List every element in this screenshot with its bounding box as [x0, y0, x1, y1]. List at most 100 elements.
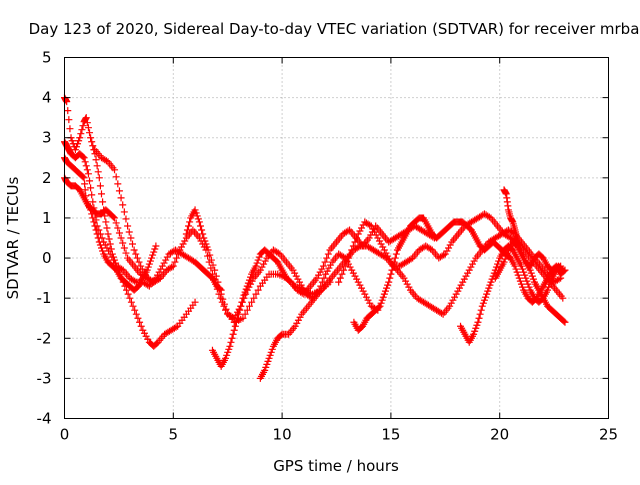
data-point: [381, 287, 389, 295]
data-point: [296, 313, 304, 321]
data-point: [96, 241, 104, 249]
data-point: [547, 277, 555, 285]
y-tick-label: -3: [37, 369, 52, 387]
data-point: [83, 119, 91, 127]
data-point: [522, 274, 530, 282]
data-point: [325, 264, 333, 272]
data-point: [296, 278, 304, 286]
data-point: [501, 255, 509, 263]
data-point: [341, 262, 349, 270]
data-point: [474, 318, 482, 326]
data-point: [93, 162, 101, 170]
data-point: [81, 186, 89, 194]
data-point: [232, 318, 240, 326]
data-point: [99, 198, 107, 206]
data-point: [511, 262, 519, 270]
data-point: [87, 206, 95, 214]
data-point: [102, 157, 110, 165]
data-point: [92, 156, 100, 164]
data-point: [152, 242, 160, 250]
data-point: [169, 262, 177, 270]
data-point: [487, 278, 495, 286]
data-point: [140, 268, 148, 276]
data-point: [230, 326, 238, 334]
data-point: [324, 250, 332, 258]
data-point: [105, 235, 113, 243]
data-point: [294, 316, 302, 324]
data-point: [486, 281, 494, 289]
data-point: [353, 234, 361, 242]
data-point: [240, 291, 248, 299]
data-point: [256, 266, 264, 274]
data-point: [125, 228, 133, 236]
data-point: [115, 187, 123, 195]
data-point: [523, 277, 531, 285]
data-point: [247, 273, 255, 281]
series-track-4: [61, 154, 160, 294]
data-point: [440, 251, 448, 259]
data-point: [109, 213, 117, 221]
data-point: [517, 262, 525, 270]
data-point: [561, 318, 569, 326]
data-point: [173, 254, 181, 262]
data-point: [144, 335, 152, 343]
data-point: [80, 174, 88, 182]
data-point: [124, 290, 132, 298]
data-point: [144, 281, 152, 289]
data-point: [124, 222, 132, 230]
data-point: [348, 266, 356, 274]
data-point: [403, 280, 411, 288]
data-point: [82, 114, 90, 122]
data-point: [482, 293, 490, 301]
data-point: [97, 190, 105, 198]
data-point: [87, 184, 95, 192]
data-point: [366, 221, 374, 229]
data-point: [96, 182, 104, 190]
data-point: [343, 258, 351, 266]
data-point: [111, 166, 119, 174]
data-point: [127, 298, 135, 306]
data-point: [79, 173, 87, 181]
data-point: [298, 289, 306, 297]
data-point: [561, 266, 569, 274]
data-point: [131, 277, 139, 285]
data-point: [185, 222, 193, 230]
data-point: [528, 272, 536, 280]
data-point: [388, 266, 396, 274]
data-point: [206, 251, 214, 259]
data-point: [171, 258, 179, 266]
data-point: [135, 258, 143, 266]
data-point: [203, 243, 211, 251]
data-point: [211, 266, 219, 274]
data-point: [191, 298, 199, 306]
data-point: [353, 275, 361, 283]
data-point: [245, 302, 253, 310]
data-point: [209, 261, 217, 269]
data-point: [254, 286, 262, 294]
data-point: [385, 278, 393, 286]
data-point: [502, 252, 510, 260]
data-point: [261, 366, 269, 374]
x-tick-label: 5: [169, 426, 179, 444]
data-point: [459, 278, 467, 286]
data-point: [129, 302, 137, 310]
data-point: [64, 107, 72, 115]
data-point: [252, 262, 260, 270]
data-point: [346, 263, 354, 271]
data-point: [389, 262, 397, 270]
data-point: [236, 306, 244, 314]
data-point: [464, 269, 472, 277]
data-point: [513, 268, 521, 276]
data-point: [244, 279, 252, 287]
y-tick-label: -4: [37, 410, 52, 428]
data-point: [386, 274, 394, 282]
data-point: [204, 246, 212, 254]
data-point: [245, 276, 253, 284]
data-point: [93, 230, 101, 238]
y-tick-label: 2: [42, 169, 52, 187]
data-point: [117, 194, 125, 202]
data-point: [372, 231, 380, 239]
data-point: [382, 249, 390, 257]
data-point: [220, 300, 228, 308]
